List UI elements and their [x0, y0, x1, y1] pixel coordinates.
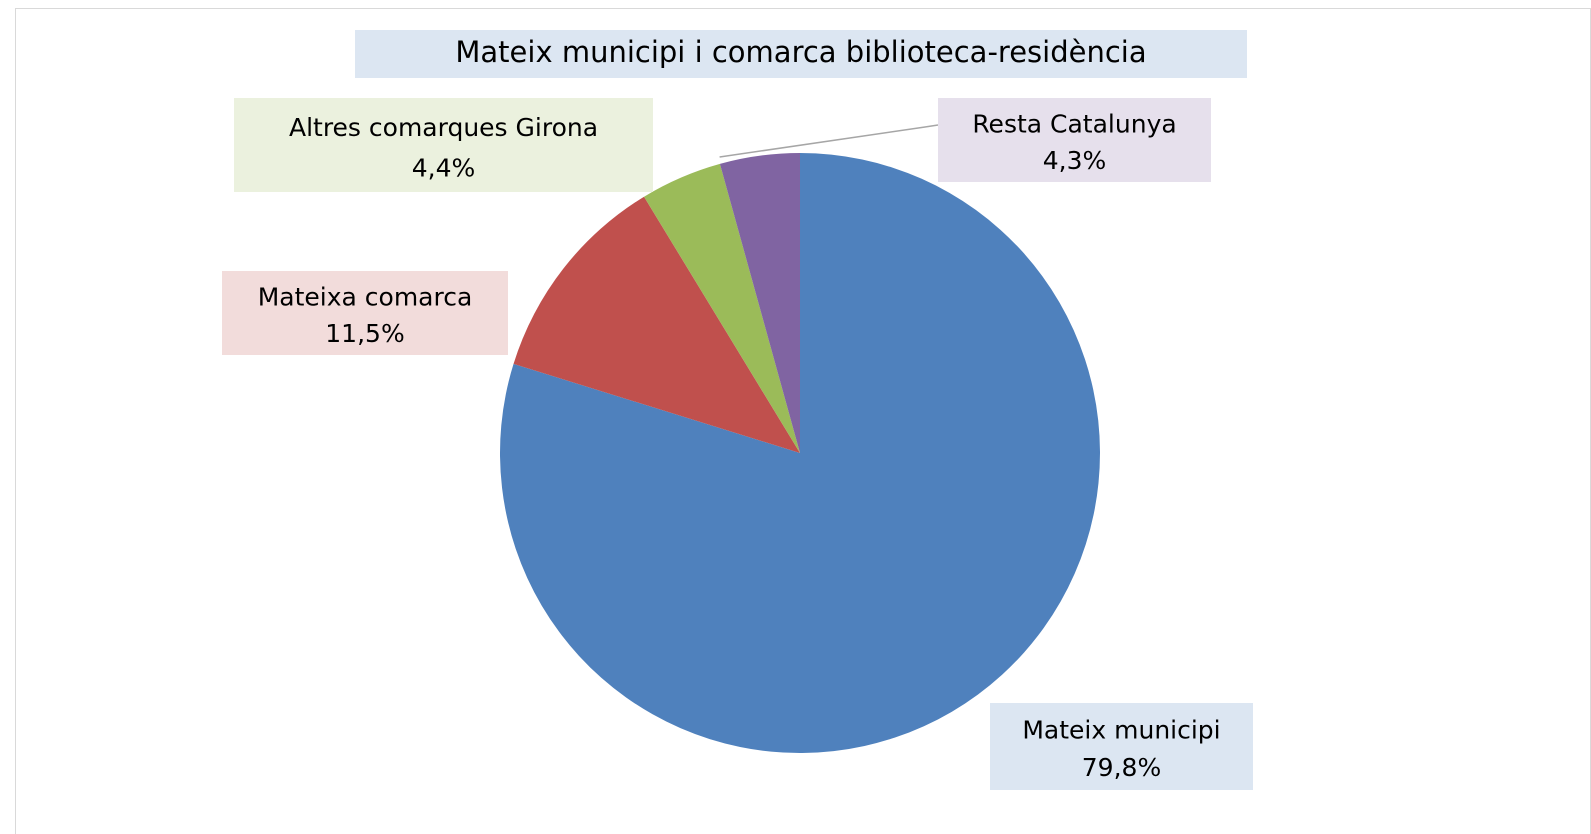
data-label-background [990, 703, 1253, 790]
data-label-name: Mateix municipi [1022, 716, 1220, 745]
pie-slice [719, 153, 800, 453]
pie-slice [644, 163, 800, 453]
data-label-value: 4,3% [1043, 146, 1107, 175]
data-label-name: Resta Catalunya [972, 110, 1176, 139]
data-label-value: 11,5% [325, 319, 404, 348]
data-label-background [222, 271, 508, 355]
data-label-background [938, 98, 1211, 182]
pie-slice [513, 196, 800, 453]
title-background [355, 30, 1247, 78]
leader-line [719, 124, 939, 158]
pie-slice [499, 153, 1100, 754]
chart-title: Mateix municipi i comarca biblioteca-res… [455, 35, 1146, 69]
data-label-value: 4,4% [412, 153, 476, 182]
data-label-background [234, 98, 653, 192]
data-label-name: Altres comarques Girona [289, 113, 598, 142]
data-label-value: 79,8% [1082, 753, 1161, 782]
data-label-name: Mateixa comarca [258, 283, 473, 312]
